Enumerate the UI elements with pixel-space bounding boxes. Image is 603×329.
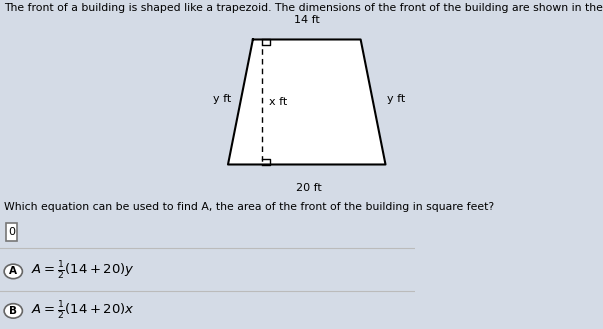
Circle shape (4, 264, 22, 279)
Text: $A = \frac{1}{2}(14 + 20)x$: $A = \frac{1}{2}(14 + 20)x$ (31, 300, 135, 322)
Text: x ft: x ft (268, 97, 287, 107)
Circle shape (4, 304, 22, 318)
Polygon shape (228, 39, 385, 164)
Text: $A = \frac{1}{2}(14 + 20)y$: $A = \frac{1}{2}(14 + 20)y$ (31, 260, 135, 283)
Text: 20 ft: 20 ft (296, 183, 321, 192)
Text: Which equation can be used to find A, the area of the front of the building in s: Which equation can be used to find A, th… (4, 202, 494, 212)
Text: 0: 0 (8, 227, 15, 237)
FancyBboxPatch shape (6, 223, 17, 241)
Text: 14 ft: 14 ft (294, 15, 320, 25)
Text: B: B (9, 306, 17, 316)
Text: The front of a building is shaped like a trapezoid. The dimensions of the front : The front of a building is shaped like a… (4, 3, 603, 13)
Text: y ft: y ft (213, 94, 231, 104)
Text: A: A (9, 266, 17, 276)
Text: y ft: y ft (387, 94, 405, 104)
